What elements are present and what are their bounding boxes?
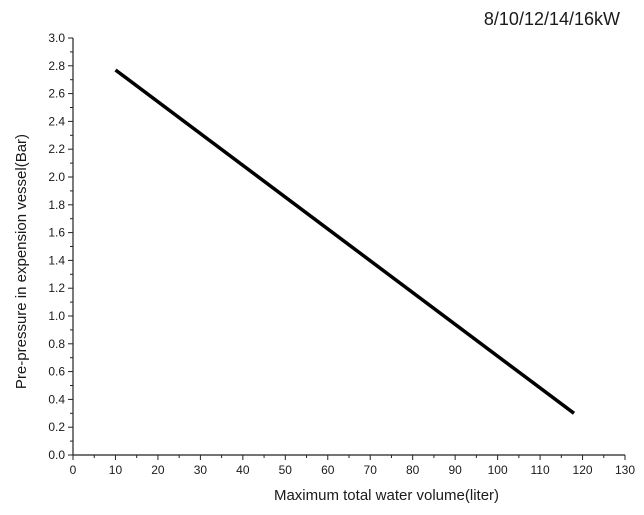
x-tick-label: 40: [236, 463, 250, 477]
x-tick-label: 110: [531, 463, 550, 477]
y-tick-label: 1.6: [48, 226, 65, 240]
x-tick-label: 100: [488, 463, 508, 477]
x-tick-label: 90: [448, 463, 462, 477]
y-tick-label: 0.6: [48, 365, 65, 379]
x-axis-title: Maximum total water volume(liter): [274, 487, 499, 504]
y-axis-title: Pre-pressure in expension vessel(Bar): [13, 134, 30, 389]
y-tick-label: 2.4: [48, 114, 65, 128]
y-tick-label: 1.2: [48, 281, 65, 295]
x-tick-label: 120: [573, 463, 593, 477]
x-tick-label: 10: [109, 463, 123, 477]
x-tick-label: 80: [406, 463, 420, 477]
x-tick-label: 50: [279, 463, 293, 477]
x-tick-label: 0: [70, 463, 77, 477]
y-tick-label: 0.8: [48, 337, 65, 351]
x-tick-label: 60: [321, 463, 335, 477]
chart-title: 8/10/12/14/16kW: [483, 9, 620, 29]
x-tick-label: 30: [194, 463, 208, 477]
x-tick-label: 130: [615, 463, 635, 477]
x-tick-label: 70: [364, 463, 378, 477]
y-tick-label: 3.0: [48, 31, 65, 45]
y-tick-label: 2.6: [48, 87, 65, 101]
y-tick-label: 2.0: [48, 170, 65, 184]
x-tick-label: 20: [151, 463, 165, 477]
y-tick-label: 0.0: [48, 448, 65, 462]
y-tick-label: 1.4: [48, 253, 65, 267]
y-tick-label: 0.4: [48, 392, 65, 406]
y-tick-label: 1.8: [48, 198, 65, 212]
y-tick-label: 2.2: [48, 142, 65, 156]
y-tick-label: 1.0: [48, 309, 65, 323]
y-tick-label: 0.2: [48, 420, 65, 434]
series-line-0: [114, 68, 576, 415]
y-tick-label: 2.8: [48, 59, 65, 73]
